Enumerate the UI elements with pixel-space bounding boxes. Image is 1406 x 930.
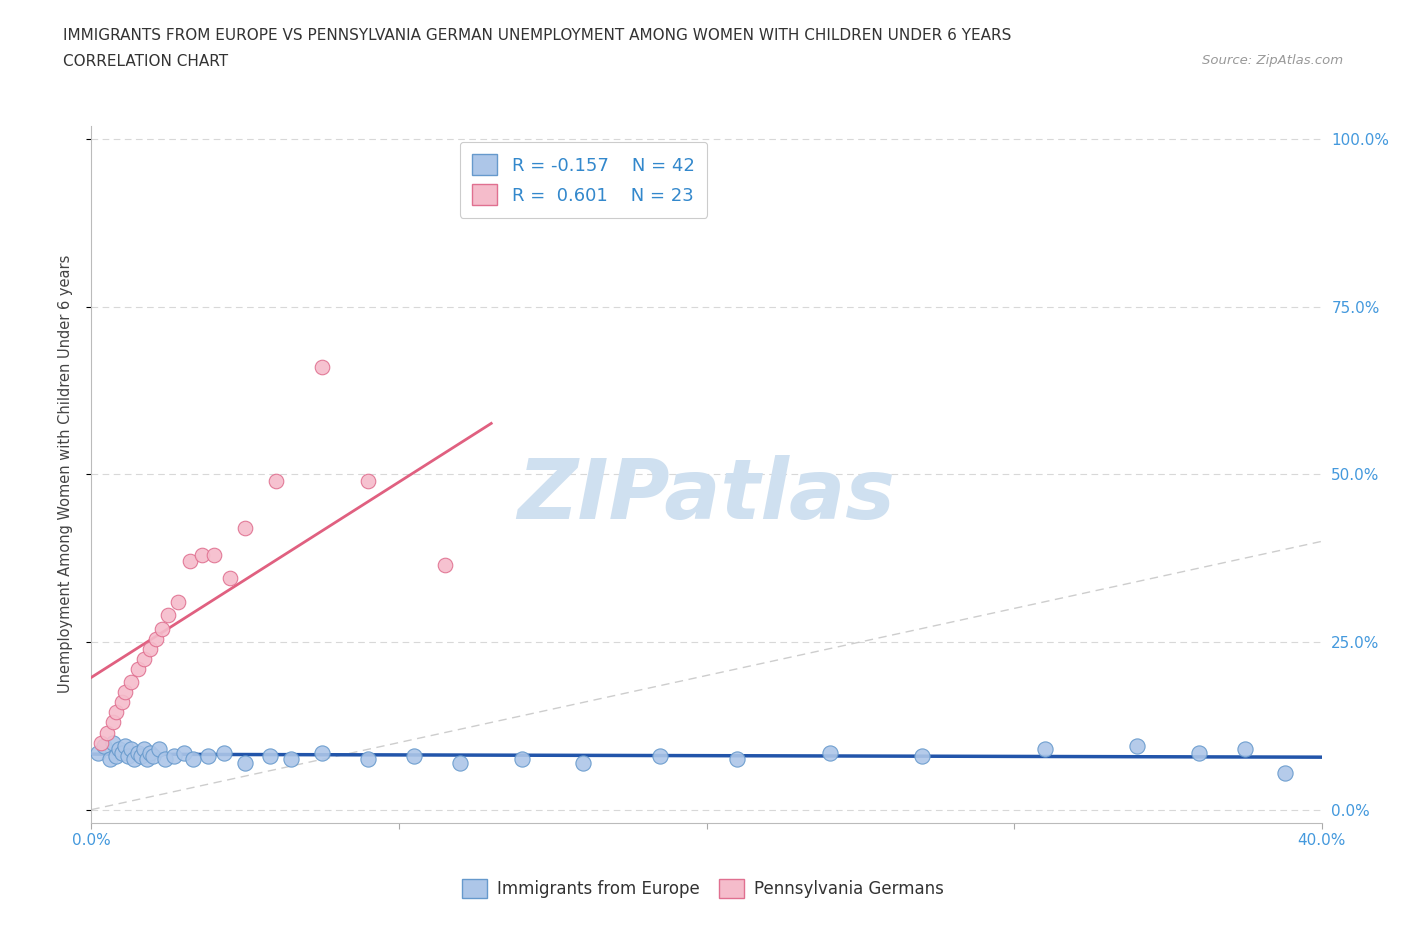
Point <box>1126 738 1149 753</box>
Point <box>105 749 127 764</box>
Point <box>572 755 595 770</box>
Point <box>357 751 380 766</box>
Point <box>163 749 186 764</box>
Point <box>111 695 134 710</box>
Point <box>139 642 162 657</box>
Point <box>114 684 136 699</box>
Point <box>179 554 201 569</box>
Point <box>142 749 165 764</box>
Point <box>86 745 108 760</box>
Point <box>1274 765 1296 780</box>
Point <box>108 742 131 757</box>
Point <box>233 521 256 536</box>
Point <box>120 675 142 690</box>
Point <box>135 751 157 766</box>
Point <box>139 745 162 760</box>
Point <box>90 735 112 750</box>
Point <box>280 751 302 766</box>
Point <box>127 661 149 676</box>
Point <box>120 742 142 757</box>
Point <box>1033 742 1056 757</box>
Point <box>259 749 281 764</box>
Point <box>510 751 533 766</box>
Point <box>148 742 170 757</box>
Point <box>212 745 235 760</box>
Point <box>1233 742 1256 757</box>
Point <box>150 621 173 636</box>
Point <box>357 473 380 488</box>
Point <box>818 745 841 760</box>
Point <box>93 738 115 753</box>
Point <box>434 557 457 572</box>
Text: Source: ZipAtlas.com: Source: ZipAtlas.com <box>1202 54 1343 67</box>
Text: ZIPatlas: ZIPatlas <box>517 455 896 536</box>
Point <box>132 651 155 666</box>
Y-axis label: Unemployment Among Women with Children Under 6 years: Unemployment Among Women with Children U… <box>58 255 73 694</box>
Point <box>233 755 256 770</box>
Point <box>218 571 240 586</box>
Point <box>197 749 219 764</box>
Point <box>449 755 471 770</box>
Point <box>166 594 188 609</box>
Point <box>96 725 118 740</box>
Point <box>145 631 167 646</box>
Point <box>311 360 333 375</box>
Point <box>111 745 134 760</box>
Point <box>129 749 152 764</box>
Point <box>311 745 333 760</box>
Point <box>911 749 934 764</box>
Point <box>264 473 287 488</box>
Point <box>153 751 177 766</box>
Point <box>650 749 672 764</box>
Point <box>114 738 136 753</box>
Point <box>117 749 139 764</box>
Point <box>101 715 124 730</box>
Text: CORRELATION CHART: CORRELATION CHART <box>63 54 228 69</box>
Legend: R = -0.157    N = 42, R =  0.601    N = 23: R = -0.157 N = 42, R = 0.601 N = 23 <box>460 141 707 218</box>
Point <box>105 705 127 720</box>
Point <box>127 745 149 760</box>
Point <box>191 548 214 563</box>
Point <box>1187 745 1209 760</box>
Point <box>132 742 155 757</box>
Point <box>98 751 121 766</box>
Text: IMMIGRANTS FROM EUROPE VS PENNSYLVANIA GERMAN UNEMPLOYMENT AMONG WOMEN WITH CHIL: IMMIGRANTS FROM EUROPE VS PENNSYLVANIA G… <box>63 28 1012 43</box>
Point <box>101 735 124 750</box>
Point <box>124 751 146 766</box>
Point <box>725 751 748 766</box>
Point <box>202 548 225 563</box>
Point <box>181 751 204 766</box>
Legend: Immigrants from Europe, Pennsylvania Germans: Immigrants from Europe, Pennsylvania Ger… <box>456 871 950 905</box>
Point <box>173 745 195 760</box>
Point <box>157 607 180 622</box>
Point <box>404 749 426 764</box>
